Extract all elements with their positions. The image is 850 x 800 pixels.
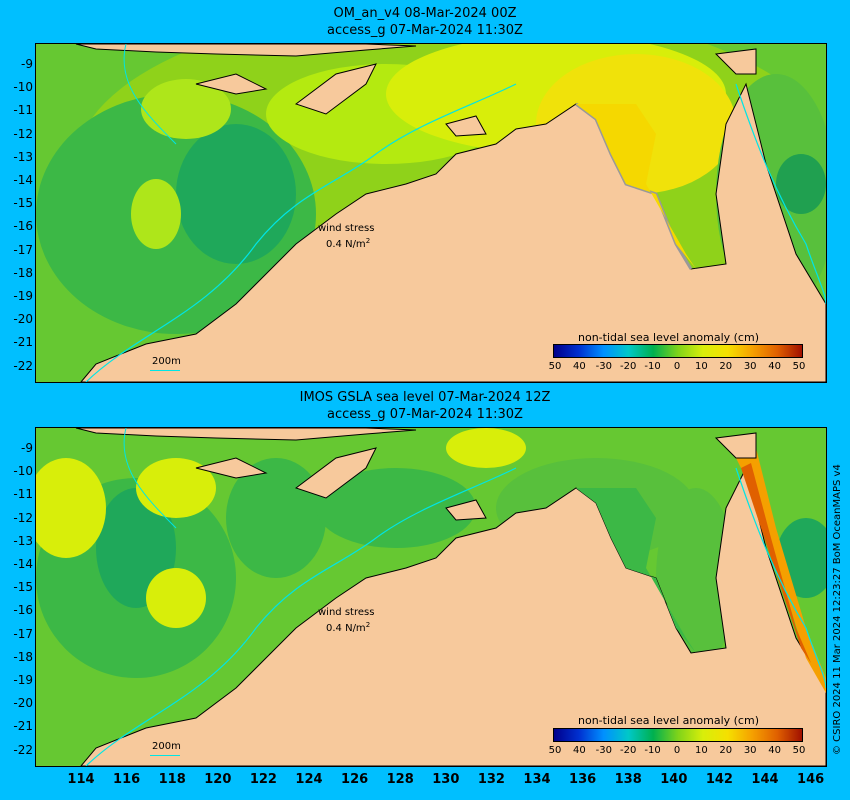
lat-label: -11 [13,487,33,502]
bottom-map-panel [35,427,827,767]
lat-label: -15 [13,580,33,595]
colorbar-tick: 30 [743,361,757,372]
bottom-wind-legend: wind stress 0.4 N/m2 [318,607,374,635]
colorbar-tick: -30 [595,745,612,756]
colorbar-tick: 30 [743,745,757,756]
colorbar-tick: 20 [719,745,733,756]
lat-label: -21 [13,719,33,734]
lat-label: -18 [13,649,33,664]
lat-label: -18 [13,265,33,280]
wind-legend-value: 0.4 N/m [326,239,366,251]
bottom-scale-label: 200m [152,741,181,752]
lon-label: 114 [67,772,95,787]
lon-label: 144 [751,772,779,787]
lat-label: -22 [13,358,33,373]
lat-label: -10 [13,80,33,95]
top-title-line1: OM_an_v4 08-Mar-2024 00Z [333,6,517,21]
lon-label: 122 [249,772,277,787]
colorbar-tick: 50 [548,745,562,756]
colorbar-tick: 50 [792,745,806,756]
lat-label: -12 [13,510,33,525]
lon-label: 128 [386,772,414,787]
colorbar-tick: 40 [573,361,586,372]
top-colorbar-ticks: 50 40 -30 -20 -10 0 10 20 30 40 50 [549,361,806,375]
lon-label: 132 [477,772,505,787]
colorbar-tick: 40 [573,745,586,756]
bottom-scale-line [150,755,180,756]
lat-label: -13 [13,149,33,164]
lat-label: -17 [13,626,33,641]
lon-label: 118 [158,772,186,787]
bottom-title-line1: IMOS GSLA sea level 07-Mar-2024 12Z [299,390,551,405]
lat-label: -13 [13,533,33,548]
wind-legend-label: wind stress [318,223,375,234]
lat-label: -19 [13,289,33,303]
lat-label: -21 [13,335,33,350]
wind-legend-exp: 2 [365,621,371,629]
colorbar-tick: 10 [695,745,708,756]
top-scale-label: 200m [152,356,181,367]
lat-label: -17 [13,242,33,257]
colorbar-tick: -30 [595,361,612,372]
credit-text: © CSIRO 2024 11 Mar 2024 12:23:27 BoM Oc… [832,464,843,755]
lon-label: 120 [204,772,232,787]
lon-label: 142 [705,772,733,787]
lat-label: -19 [13,673,33,687]
lon-label: 124 [295,772,323,787]
top-lat-axis: -9 -10 -11 -12 -13 -14 -15 -16 -17 -18 -19 -20 -21 -2… [0,43,33,381]
wind-legend-value: 0.4 N/m [326,623,366,635]
top-scale-line [150,370,180,371]
top-wind-legend: wind stress 0.4 N/m2 [318,223,374,251]
lat-label: -16 [13,219,33,234]
lat-label: -22 [13,742,33,757]
lon-label: 136 [569,772,597,787]
lat-label: -9 [21,441,33,455]
top-map-panel [35,43,827,383]
bottom-lat-axis: -9 -10 -11 -12 -13 -14 -15 -16 -17 -18 -19 -20 -21 -2… [0,427,33,765]
lon-label: 140 [660,772,688,787]
lat-label: -12 [13,126,33,141]
colorbar-tick: 40 [768,745,781,756]
lat-label: -11 [13,103,33,118]
bottom-colorbar-ticks: 50 40 -30 -20 -10 0 10 20 30 40 50 [549,745,806,759]
lat-label: -16 [13,603,33,618]
bottom-title-line2: access_g 07-Mar-2024 11:30Z [327,407,523,422]
top-title-line2: access_g 07-Mar-2024 11:30Z [327,23,523,38]
lat-label: -20 [13,696,33,711]
colorbar-tick: -10 [644,745,661,756]
colorbar-tick: -20 [620,745,637,756]
lon-label: 134 [523,772,551,787]
colorbar-tick: -10 [644,361,661,372]
lat-label: -9 [21,57,33,71]
lon-label: 126 [341,772,369,787]
wind-legend-label: wind stress [318,607,375,618]
colorbar-tick: 0 [673,745,681,756]
lat-label: -14 [13,173,33,187]
bottom-colorbar-title: non-tidal sea level anomaly (cm) [578,714,759,727]
colorbar-tick: 10 [695,361,708,372]
lat-label: -20 [13,312,33,327]
lat-label: -14 [13,557,33,571]
lon-label: 138 [614,772,642,787]
wind-legend-exp: 2 [365,237,371,245]
lon-label: 146 [797,772,825,787]
colorbar-tick: 40 [768,361,781,372]
bottom-colorbar [553,728,803,742]
lat-label: -15 [13,196,33,211]
colorbar-tick: -20 [620,361,637,372]
top-colorbar-title: non-tidal sea level anomaly (cm) [578,331,759,344]
colorbar-tick: 0 [673,361,681,372]
lat-label: -10 [13,464,33,479]
colorbar-tick: 20 [719,361,733,372]
lon-label: 116 [113,772,141,787]
colorbar-tick: 50 [792,361,806,372]
colorbar-tick: 50 [548,361,562,372]
top-colorbar [553,344,803,358]
lon-label: 130 [432,772,460,787]
